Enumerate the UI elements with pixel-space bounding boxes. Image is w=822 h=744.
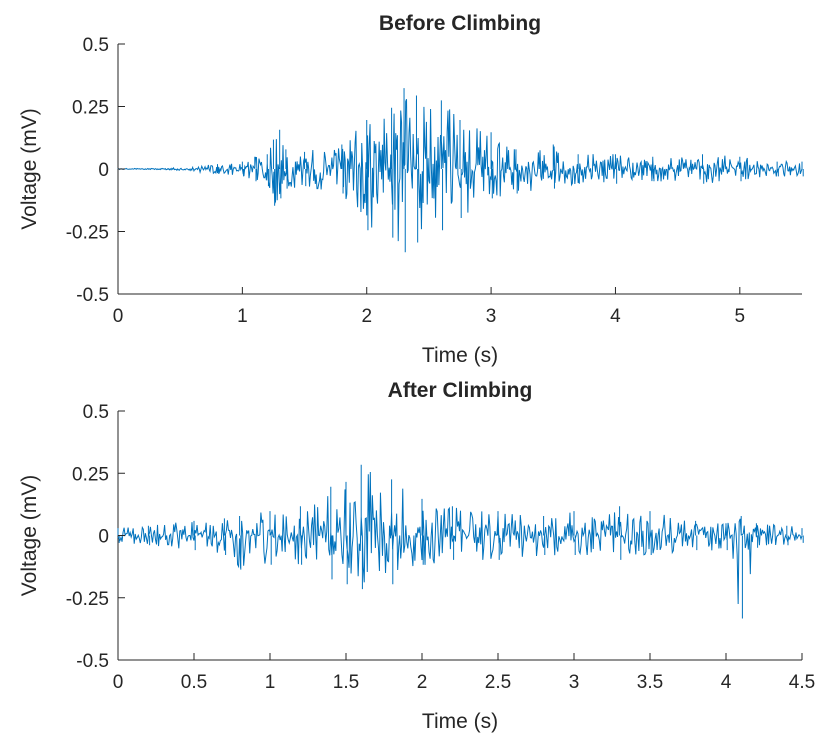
chart-title: Before Climbing bbox=[379, 12, 541, 35]
y-tick-label: 0.25 bbox=[72, 464, 109, 485]
x-axis-label: Time (s) bbox=[422, 344, 498, 367]
y-tick-label: -0.5 bbox=[76, 651, 109, 672]
x-tick-label: 1 bbox=[237, 306, 248, 327]
x-tick-label: 4 bbox=[721, 672, 732, 693]
signal-trace bbox=[117, 88, 804, 253]
x-tick-label: 1.5 bbox=[333, 672, 359, 693]
x-tick-label: 0.5 bbox=[181, 672, 207, 693]
x-tick-label: 0 bbox=[113, 306, 124, 327]
x-tick-label: 0 bbox=[113, 672, 124, 693]
y-axis-label: Voltage (mV) bbox=[18, 475, 41, 596]
chart-after-climbing: 0.50.250-0.25-0.50 0.5 1 1.5 2 2.5 3 3.5 4 4.5Aft… bbox=[18, 379, 815, 733]
x-tick-label: 5 bbox=[735, 306, 746, 327]
x-axis-label: Time (s) bbox=[422, 710, 498, 733]
y-tick-label: 0.25 bbox=[72, 98, 109, 119]
x-tick-label: 2 bbox=[361, 306, 372, 327]
x-tick-label: 2.5 bbox=[485, 672, 511, 693]
y-tick-label: -0.5 bbox=[76, 285, 109, 306]
y-axis-label: Voltage (mV) bbox=[18, 108, 41, 229]
y-tick-label: -0.25 bbox=[66, 223, 109, 244]
x-tick-label: 4 bbox=[610, 306, 621, 327]
y-tick-label: 0.5 bbox=[83, 402, 109, 423]
y-tick-label: -0.25 bbox=[66, 589, 109, 610]
x-tick-label: 3.5 bbox=[637, 672, 663, 693]
chart-title: After Climbing bbox=[388, 379, 533, 402]
x-tick-label: 1 bbox=[265, 672, 276, 693]
x-tick-label: 3 bbox=[569, 672, 580, 693]
y-tick-label: 0.5 bbox=[83, 35, 109, 56]
x-tick-label: 4.5 bbox=[789, 672, 815, 693]
signal-trace bbox=[117, 464, 804, 619]
y-tick-label: 0 bbox=[98, 160, 109, 181]
y-tick-label: 0 bbox=[98, 527, 109, 548]
x-tick-label: 2 bbox=[417, 672, 428, 693]
x-tick-label: 3 bbox=[486, 306, 497, 327]
